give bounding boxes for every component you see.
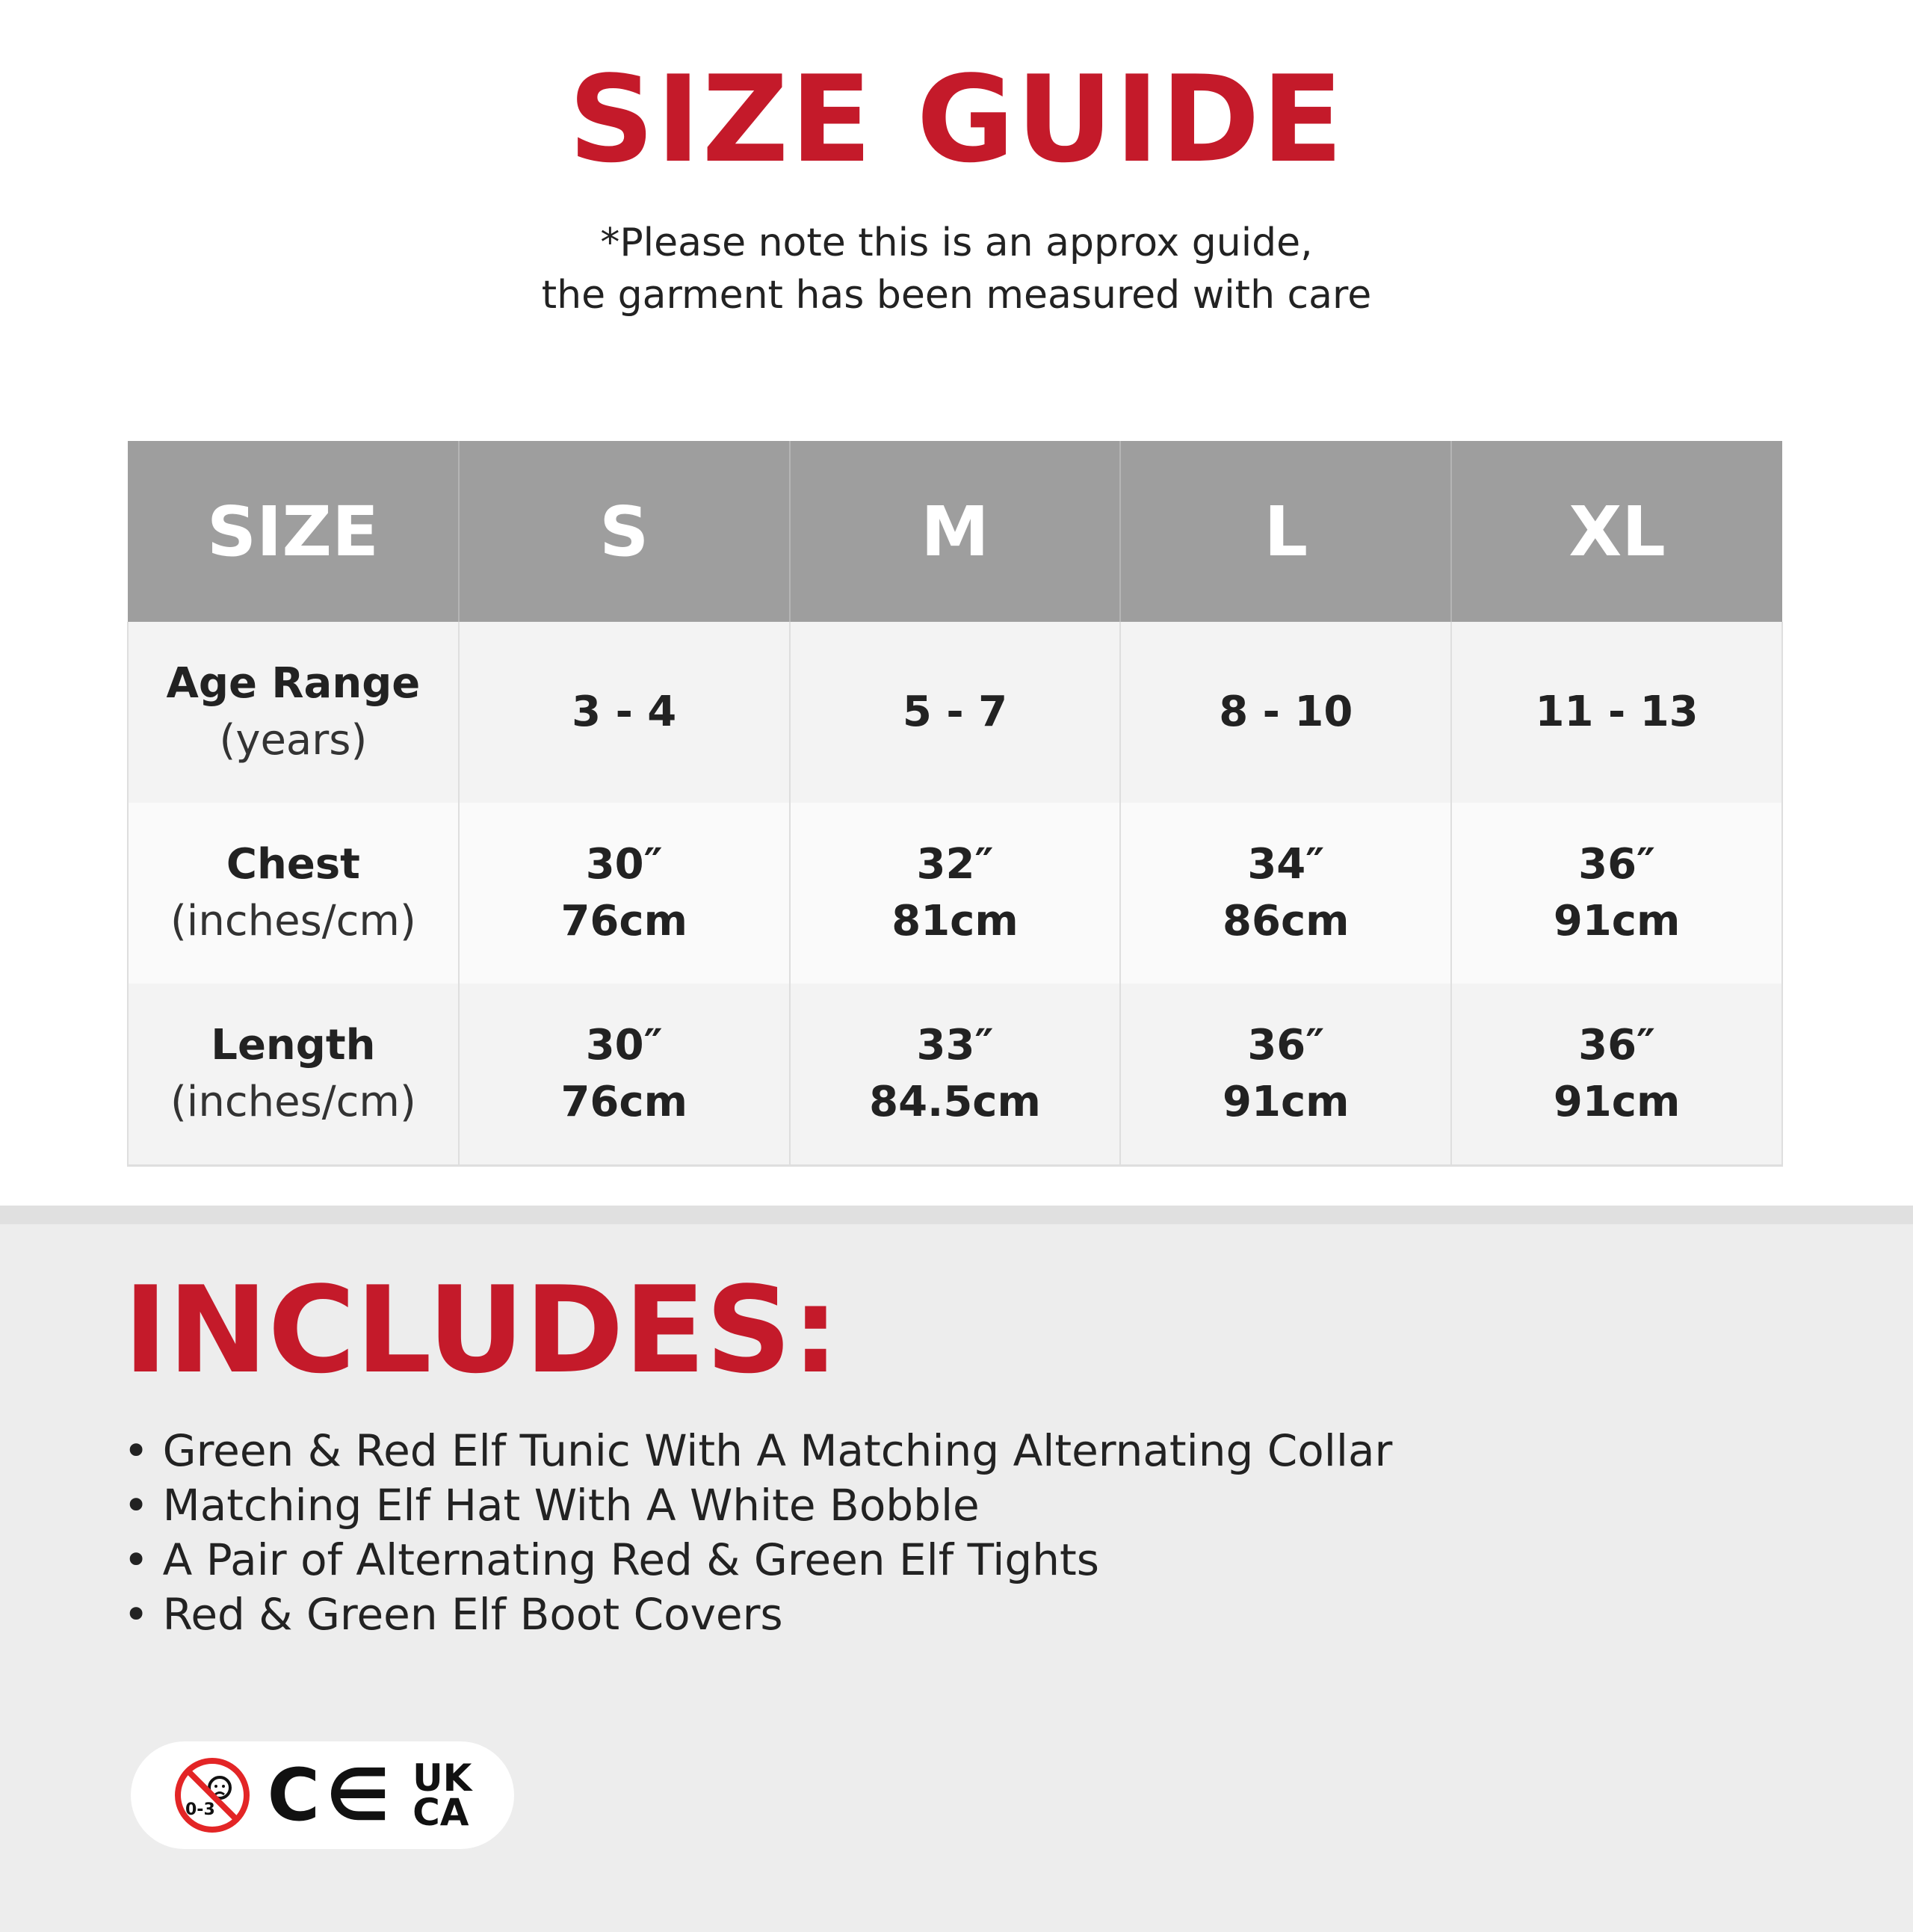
list-item: Green & Red Elf Tunic With A Matching Al… xyxy=(123,1424,1393,1478)
table-row: Age Range (years) 3 - 4 5 - 7 8 - 10 11 - 13 xyxy=(127,622,1783,803)
list-item: A Pair of Alternating Red & Green Elf Ti… xyxy=(123,1533,1392,1587)
cell-value: 36″ xyxy=(1247,1021,1325,1070)
note: *Please note this is an approx guide, th… xyxy=(0,217,1913,321)
header-m: M xyxy=(788,441,1121,622)
ce-mark-icon: C∈ xyxy=(267,1753,397,1837)
table-cell: 5 - 7 xyxy=(788,622,1122,803)
row-label-text: Age Range xyxy=(166,659,421,708)
cell-value: 5 - 7 xyxy=(902,688,1008,736)
cell-value: 32″ xyxy=(916,840,994,889)
header-l: L xyxy=(1119,441,1452,622)
table-cell: 8 - 10 xyxy=(1119,622,1453,803)
includes-title: INCLUDES: xyxy=(123,1260,840,1400)
table-cell: 36″ 91cm xyxy=(1450,803,1783,984)
page-title: SIZE GUIDE xyxy=(568,49,1345,189)
header-size: SIZE xyxy=(128,441,459,622)
row-unit: (inches/cm) xyxy=(170,1078,416,1126)
ukca-mark-icon: UK CA xyxy=(412,1756,472,1834)
cell-value: 3 - 4 xyxy=(572,688,677,736)
ukca-bottom: CA xyxy=(412,1791,469,1834)
cell-value: 81cm xyxy=(891,897,1019,945)
cell-value: 36″ xyxy=(1578,1021,1656,1070)
row-label-text: Length xyxy=(211,1021,376,1070)
table-cell: 30″ 76cm xyxy=(457,803,791,984)
cell-value: 86cm xyxy=(1223,897,1350,945)
table-cell: 11 - 13 xyxy=(1450,622,1783,803)
table-cell: 3 - 4 xyxy=(457,622,791,803)
cell-value: 11 - 13 xyxy=(1535,688,1699,736)
cell-value: 30″ xyxy=(585,1021,663,1070)
certification-badge: 0-3 C∈ UK CA xyxy=(131,1741,514,1849)
cell-value: 36″ xyxy=(1578,840,1656,889)
table-cell: 33″ 84.5cm xyxy=(788,984,1122,1167)
cell-value: 91cm xyxy=(1223,1078,1350,1126)
row-label-text: Chest xyxy=(226,840,360,889)
cell-value: 91cm xyxy=(1553,897,1681,945)
cell-value: 84.5cm xyxy=(869,1078,1041,1126)
not-for-under-3-icon: 0-3 xyxy=(174,1758,250,1833)
ukca-top: UK xyxy=(412,1756,472,1800)
cell-value: 34″ xyxy=(1247,840,1325,889)
row-unit: (inches/cm) xyxy=(170,897,416,945)
cell-value: 8 - 10 xyxy=(1219,688,1353,736)
list-item: Red & Green Elf Boot Covers xyxy=(123,1587,1392,1642)
table-cell: 32″ 81cm xyxy=(788,803,1122,984)
row-label: Chest (inches/cm) xyxy=(127,803,460,984)
note-line: *Please note this is an approx guide, xyxy=(600,220,1313,265)
cell-value: 76cm xyxy=(560,1078,687,1126)
table-cell: 36″ 91cm xyxy=(1450,984,1783,1167)
header-xl: XL xyxy=(1450,441,1782,622)
age-label: 0-3 xyxy=(185,1800,215,1819)
table-cell: 36″ 91cm xyxy=(1119,984,1453,1167)
table-cell: 30″ 76cm xyxy=(457,984,791,1167)
row-label: Length (inches/cm) xyxy=(127,984,460,1167)
includes-list: Green & Red Elf Tunic With A Matching Al… xyxy=(123,1424,1393,1642)
table-row: Length (inches/cm) 30″ 76cm 33″ 84.5cm 36″ 91cm… xyxy=(127,984,1783,1167)
row-unit: (years) xyxy=(219,716,368,765)
note-line: the garment has been measured with care xyxy=(541,273,1372,318)
size-table: SIZE S M L XL Age Range (years) 3 - 4 5 - 7… xyxy=(127,441,1783,1167)
header-s: S xyxy=(457,441,790,622)
cell-value: 76cm xyxy=(560,897,687,945)
table-cell: 34″ 86cm xyxy=(1119,803,1453,984)
cell-value: 33″ xyxy=(916,1021,994,1070)
row-label: Age Range (years) xyxy=(127,622,460,803)
cell-value: 30″ xyxy=(585,840,663,889)
table-header: SIZE S M L XL xyxy=(128,441,1782,622)
cell-value: 91cm xyxy=(1553,1078,1681,1126)
table-row: Chest (inches/cm) 30″ 76cm 32″ 81cm 34″ 86cm 36″… xyxy=(127,803,1783,984)
list-item: Matching Elf Hat With A White Bobble xyxy=(123,1478,1392,1533)
